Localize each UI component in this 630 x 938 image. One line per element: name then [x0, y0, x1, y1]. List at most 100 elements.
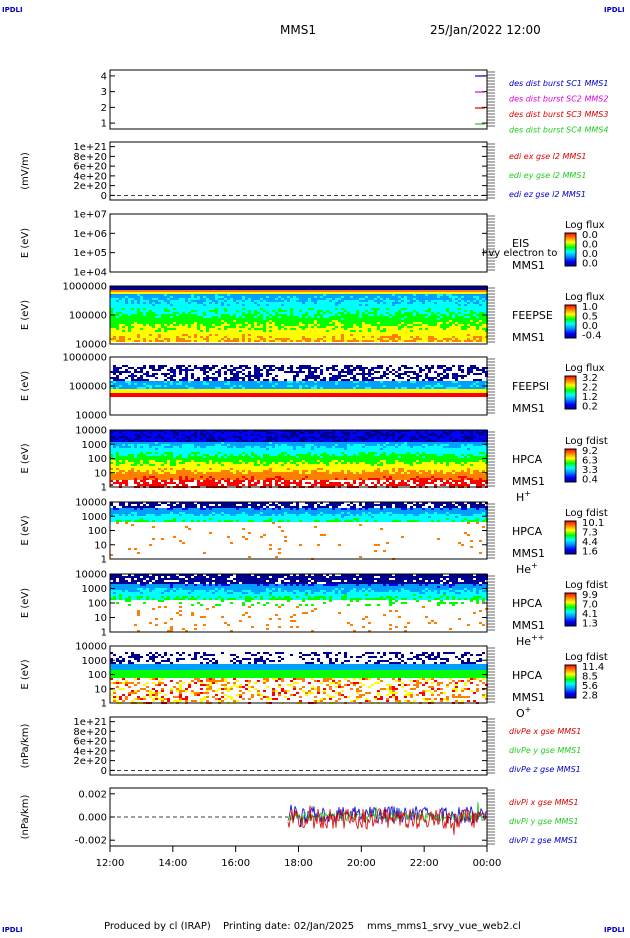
y-axis-label: E (eV) [20, 228, 31, 258]
y-axis-label: (nPa/km) [20, 724, 31, 769]
instrument-label: HPCA [512, 597, 543, 610]
y-tick-label: 2 [101, 103, 107, 114]
y-tick-label: 4 [101, 71, 107, 82]
instrument-label: FEEPSI [512, 380, 549, 393]
y-axis-label: E (eV) [20, 300, 31, 330]
y-tick-label: 10 [94, 540, 107, 551]
y-tick-label: 10 [94, 468, 107, 479]
corner-label-top-right: IPDLI [604, 6, 625, 14]
legend-entry: divPe x gse MMS1 [509, 727, 581, 736]
y-axis-label: E (eV) [20, 588, 31, 618]
y-tick-label: 10000 [75, 426, 107, 437]
y-tick-label: 1000 [82, 584, 107, 595]
panel-frame [110, 142, 487, 200]
legend-entry: divPe y gse MMS1 [509, 746, 581, 755]
y-tick-label: 1e+06 [73, 229, 107, 240]
colorbar [565, 376, 576, 409]
colorbar-tick-label: 1.6 [582, 547, 598, 558]
y-tick-label: 100000 [69, 311, 107, 322]
colorbar [565, 593, 576, 626]
colorbar-tick-label: -0.4 [582, 331, 602, 342]
y-tick-label: 1000000 [62, 282, 107, 293]
y-tick-label: 1 [101, 628, 107, 639]
spacecraft-label: MMS1 [512, 547, 545, 560]
legend-entry: edi ez gse l2 MMS1 [509, 190, 586, 199]
legend-entry: divPe z gse MMS1 [509, 765, 581, 774]
spectrogram-cells [110, 365, 488, 397]
series-line [288, 806, 486, 836]
y-tick-label: 1000000 [62, 353, 107, 364]
panel-frame [110, 717, 487, 775]
colorbar [565, 521, 576, 554]
y-tick-label: 10000 [75, 570, 107, 581]
y-tick-label: 0.002 [78, 789, 107, 800]
colorbar-tick-label: 1.3 [582, 619, 598, 630]
corner-label-top-left: IPDLI [2, 6, 23, 14]
y-tick-label: 1000 [82, 440, 107, 451]
y-axis-label: (mV/m) [20, 152, 31, 190]
y-tick-label: 10000 [75, 498, 107, 509]
instrument-label: HPCA [512, 453, 543, 466]
panel-10: 1e+218e+206e+204e+202e+200(nPa/km)divPe … [20, 717, 581, 777]
y-tick-label: -0.002 [75, 836, 107, 847]
spectrogram-cells [110, 430, 488, 488]
time-tick-label: 22:00 [410, 858, 439, 869]
y-tick-label: 1 [101, 119, 107, 130]
y-tick-label: 0.000 [78, 813, 107, 824]
y-tick-label: 100 [88, 526, 107, 537]
y-tick-label: 1 [101, 555, 107, 566]
y-tick-label: 10 [94, 684, 107, 695]
colorbar [565, 449, 576, 482]
mission-title: MMS1 [280, 23, 316, 37]
legend-entry: divPi x gse MMS1 [509, 798, 579, 807]
y-tick-label: 0 [101, 191, 107, 202]
corner-label-bottom-right: IPDLI [604, 926, 625, 934]
legend-entry: edi ey gse l2 MMS1 [509, 171, 587, 180]
legend-entry: des dist burst SC2 MMS2 [509, 95, 608, 104]
colorbar [565, 665, 576, 698]
y-tick-label: 1000 [82, 512, 107, 523]
y-tick-label: 1 [101, 699, 107, 710]
time-tick-label: 00:00 [473, 858, 502, 869]
spacecraft-label: MMS1 [512, 475, 545, 488]
spacecraft-label: MMS1 [512, 259, 545, 272]
spectrogram-cells [110, 286, 488, 342]
species-label: H+ [516, 489, 531, 504]
instrument-label: HPCA [512, 669, 543, 682]
colorbar-tick-label: 0.0 [582, 259, 598, 270]
footer-printing-date: Printing date: 02/Jan/2025 [223, 921, 354, 932]
panel-11: 0.002 0.000 -0.002 (nPa/km) divPi x gse MMS1… [20, 788, 579, 847]
y-tick-label: 1e+05 [73, 248, 107, 259]
plot-datetime: 25/Jan/2022 12:00 [430, 23, 541, 37]
y-axis-label: E (eV) [20, 659, 31, 689]
spectrogram-cells [110, 652, 488, 704]
time-tick-label: 14:00 [158, 858, 187, 869]
spectrogram-cells [110, 502, 488, 560]
colorbar-tick-label: 2.8 [582, 691, 598, 702]
legend-entry: divPi z gse MMS1 [509, 836, 578, 845]
footer-produced-by: Produced by cl (IRAP) [104, 921, 211, 932]
y-tick-label: 3 [101, 87, 107, 98]
y-tick-label: 100 [88, 670, 107, 681]
y-axis-label: E (eV) [20, 443, 31, 473]
y-axis-label: (nPa/km) [20, 795, 31, 840]
legend-entry: des dist burst SC4 MMS4 [509, 126, 608, 135]
spacecraft-label: MMS1 [512, 619, 545, 632]
time-tick-label: 20:00 [347, 858, 376, 869]
panel-frame [110, 70, 487, 129]
spacecraft-label: MMS1 [512, 691, 545, 704]
y-tick-label: 1 [101, 483, 107, 494]
y-tick-label: 100000 [69, 382, 107, 393]
legend-entry: des dist burst SC3 MMS3 [509, 110, 608, 119]
